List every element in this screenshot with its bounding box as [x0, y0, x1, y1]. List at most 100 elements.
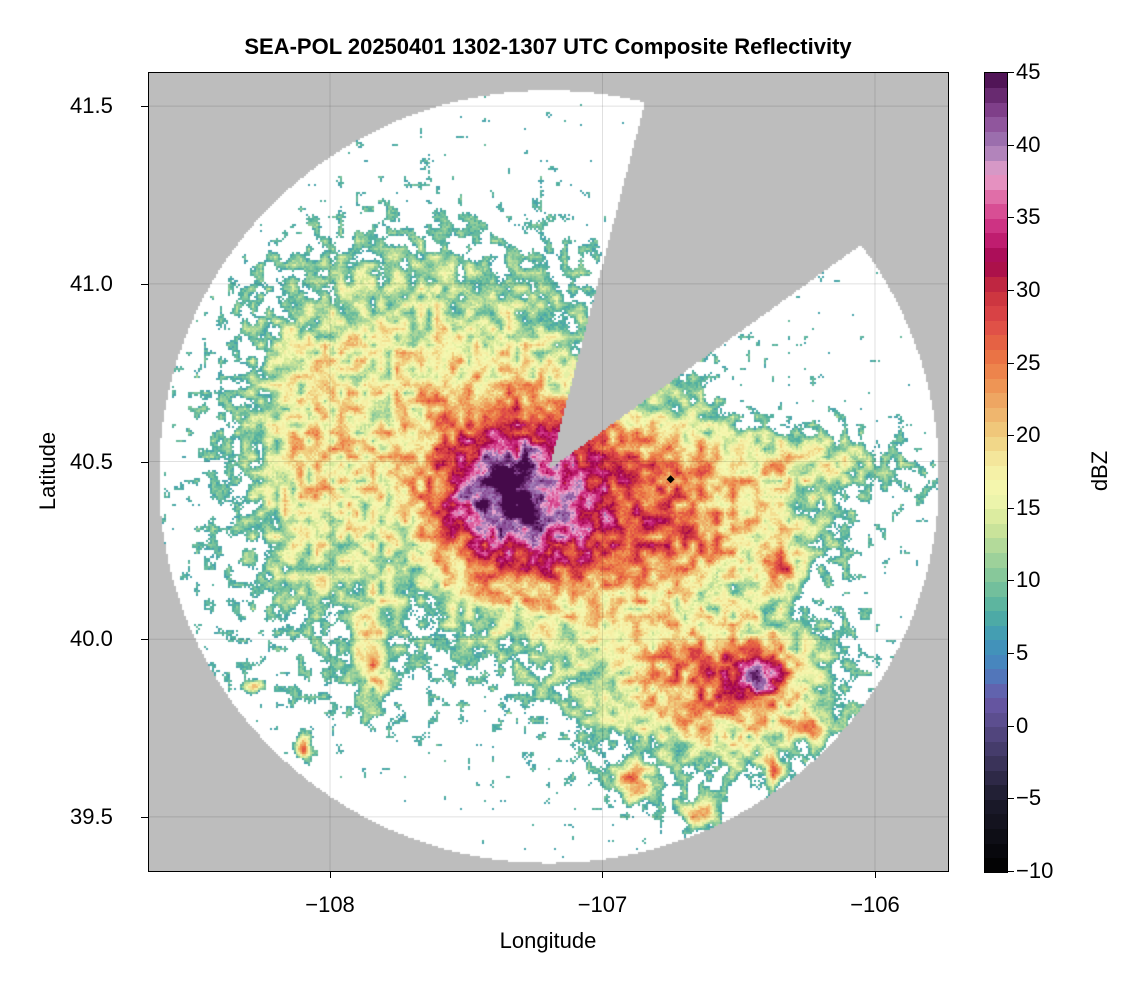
colorbar-segment: [985, 465, 1007, 481]
colorbar-segment: [985, 639, 1007, 655]
colorbar-tick: [1007, 507, 1014, 509]
colorbar-tick: [1007, 580, 1014, 582]
y-tick: [141, 106, 148, 108]
colorbar-segment: [985, 189, 1007, 205]
colorbar-segment: [985, 770, 1007, 786]
colorbar-segment: [985, 247, 1007, 263]
y-tick: [141, 816, 148, 818]
colorbar-segment: [985, 523, 1007, 539]
colorbar-segment: [985, 683, 1007, 699]
colorbar-segment: [985, 450, 1007, 466]
x-axis-label: Longitude: [499, 928, 597, 953]
colorbar-segment: [985, 218, 1007, 234]
x-tick: [602, 871, 604, 878]
colorbar-tick: [1007, 217, 1014, 219]
colorbar-segment: [985, 363, 1007, 379]
colorbar-segment: [985, 625, 1007, 641]
y-tick: [141, 283, 148, 285]
colorbar-tick-label: 10: [1016, 567, 1041, 593]
plot-overlay: [148, 72, 948, 872]
colorbar-tick: [1007, 798, 1014, 800]
colorbar-segment: [985, 232, 1007, 248]
colorbar-tick-label: 40: [1016, 131, 1041, 157]
colorbar-segment: [985, 857, 1007, 873]
colorbar-tick: [1007, 725, 1014, 727]
plot-area: [148, 72, 948, 872]
colorbar-segment: [985, 160, 1007, 176]
colorbar-segment: [985, 712, 1007, 728]
y-tick-label: 40.5: [70, 448, 113, 474]
colorbar-segment: [985, 566, 1007, 583]
colorbar-segment: [985, 102, 1007, 118]
colorbar-tick-label: −5: [1016, 785, 1042, 811]
colorbar-segment: [985, 261, 1007, 277]
y-tick: [141, 639, 148, 641]
colorbar-tick-label: 35: [1016, 204, 1041, 230]
colorbar-segment: [985, 552, 1007, 568]
colorbar-segment: [985, 436, 1007, 452]
colorbar-segment: [985, 334, 1007, 350]
colorbar-segment: [985, 668, 1007, 684]
colorbar-segment: [985, 392, 1007, 408]
colorbar-tick-label: 5: [1016, 640, 1029, 666]
colorbar-segment: [985, 610, 1007, 626]
y-axis-label: Latitude: [35, 431, 60, 511]
colorbar-segment: [985, 305, 1007, 321]
colorbar-segment: [985, 537, 1007, 553]
colorbar-tick: [1007, 72, 1014, 73]
colorbar-segment: [985, 581, 1007, 597]
colorbar-segment: [985, 73, 1007, 89]
colorbar-segment: [985, 697, 1007, 713]
reflectivity-heatmap: [148, 72, 948, 872]
marker-diamond: [666, 475, 675, 484]
y-tick-label: 41.5: [70, 93, 113, 119]
colorbar-tick: [1007, 653, 1014, 655]
colorbar-tick-label: 20: [1016, 422, 1041, 448]
colorbar-segment: [985, 319, 1007, 336]
colorbar-segment: [985, 654, 1007, 670]
colorbar-tick: [1007, 435, 1014, 437]
colorbar-segment: [985, 741, 1007, 757]
colorbar-segment: [985, 421, 1007, 437]
colorbar-segment: [985, 784, 1007, 800]
colorbar-segment: [985, 349, 1007, 365]
colorbar-segment: [985, 131, 1007, 147]
colorbar-tick-label: −10: [1016, 858, 1054, 883]
colorbar-segment: [985, 479, 1007, 495]
colorbar-segment: [985, 290, 1007, 307]
colorbar-segment: [985, 828, 1007, 844]
colorbar-segment: [985, 378, 1007, 394]
chart-title: SEA-POL 20250401 1302-1307 UTC Composite…: [244, 34, 852, 59]
colorbar-segment: [985, 799, 1007, 815]
colorbar-tick: [1007, 144, 1014, 146]
x-tick-label: −106: [850, 892, 900, 917]
colorbar-segment: [985, 595, 1007, 612]
colorbar-segment: [985, 508, 1007, 524]
colorbar-tick-label: 45: [1016, 59, 1041, 84]
y-tick: [141, 461, 148, 463]
y-tick-label: 40.0: [70, 626, 113, 652]
colorbar-tick: [1007, 289, 1014, 291]
x-tick: [330, 871, 332, 878]
colorbar-tick: [1007, 871, 1014, 872]
colorbar-segment: [985, 145, 1007, 161]
colorbar-segment: [985, 174, 1007, 190]
colorbar-segment: [985, 813, 1007, 830]
x-tick-label: −108: [305, 892, 355, 917]
colorbar-tick-label: 25: [1016, 349, 1041, 375]
y-tick-label: 39.5: [70, 803, 113, 829]
colorbar-segment: [985, 116, 1007, 132]
colorbar-segment: [985, 842, 1007, 859]
colorbar-tick-label: 30: [1016, 276, 1041, 302]
colorbar-segment: [985, 203, 1007, 219]
x-tick: [874, 871, 876, 878]
colorbar-segment: [985, 494, 1007, 510]
colorbar-segment: [985, 407, 1007, 423]
colorbar-tick-label: 0: [1016, 712, 1029, 738]
colorbar-tick: [1007, 362, 1014, 364]
colorbar-label: dBZ: [1087, 450, 1112, 492]
x-tick-label: −107: [577, 892, 628, 917]
colorbar-segment: [985, 755, 1007, 771]
colorbar-segment: [985, 726, 1007, 742]
colorbar-segment: [985, 87, 1007, 103]
